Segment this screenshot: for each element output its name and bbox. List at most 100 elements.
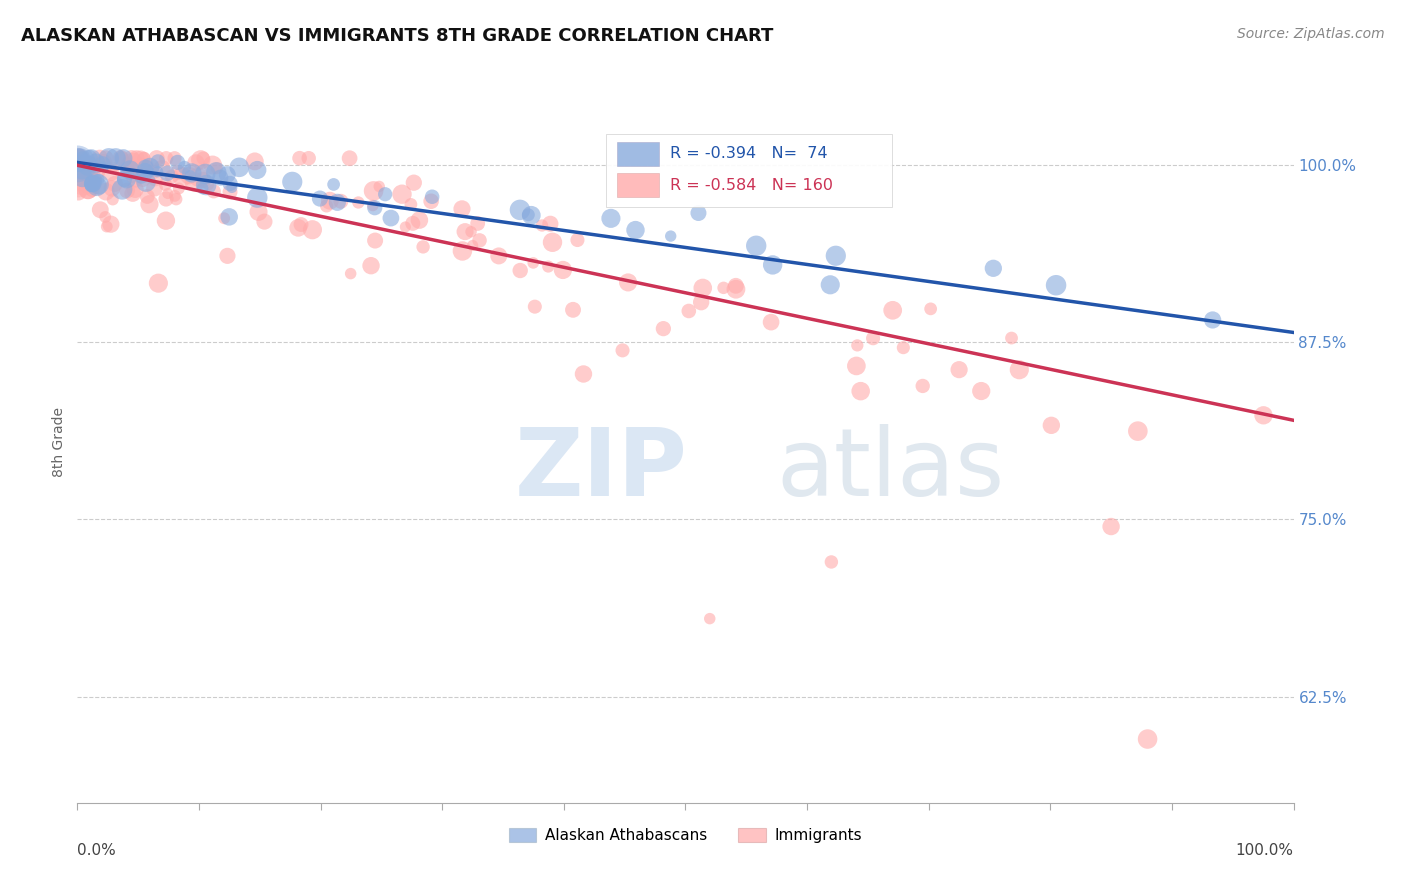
Point [156,186,179,201]
Point [209,170,232,185]
Point [125,151,148,165]
Point [228,161,250,175]
Point [89,151,111,165]
Point [891,341,914,355]
Point [191,181,214,195]
Point [183,175,205,189]
Point [163,151,186,165]
Point [253,214,276,228]
Point [824,249,846,263]
Point [688,206,710,220]
Point [1008,363,1031,377]
Point [399,197,422,211]
Point [520,208,543,222]
Point [97,151,120,165]
Point [160,169,183,184]
Point [319,194,342,208]
Point [221,180,243,194]
Point [1253,409,1275,423]
Point [652,321,675,335]
Point [132,172,155,186]
Point [412,240,434,254]
Point [745,239,768,253]
Point [948,362,970,376]
Point [84,156,107,170]
Point [617,276,640,290]
Point [846,338,869,352]
Point [920,301,942,316]
Point [136,189,159,203]
Legend: Alaskan Athabascans, Immigrants: Alaskan Athabascans, Immigrants [502,822,869,849]
Text: Source: ZipAtlas.com: Source: ZipAtlas.com [1237,27,1385,41]
Point [82,177,104,191]
Point [118,163,141,178]
Point [134,160,156,174]
Point [193,173,215,187]
Point [326,195,349,210]
Point [1000,331,1022,345]
Point [562,302,585,317]
Point [111,151,134,165]
Point [69,156,91,170]
Point [143,172,166,186]
Point [66,151,89,165]
Point [135,161,157,175]
Point [165,192,187,206]
Point [517,208,540,222]
Point [420,190,443,204]
Point [67,160,90,174]
Point [205,165,228,179]
Point [124,174,146,188]
Point [117,162,139,177]
Point [699,612,721,626]
Point [380,211,402,225]
Point [538,217,561,231]
Point [127,167,149,181]
Point [66,158,89,172]
Point [177,169,200,183]
Point [76,159,98,173]
Point [329,194,352,209]
Point [451,244,474,258]
Point [155,192,177,206]
Point [288,151,311,165]
Text: ZIP: ZIP [515,425,688,516]
Point [155,151,177,165]
Point [115,184,138,198]
Point [454,225,477,239]
Point [93,160,115,174]
Point [243,154,266,169]
Point [217,168,239,182]
Point [339,267,361,281]
Point [402,216,425,230]
Point [600,211,623,226]
Point [193,151,215,165]
Text: R = -0.584   N= 160: R = -0.584 N= 160 [669,178,832,193]
Point [110,151,132,165]
Point [488,249,510,263]
Point [911,379,934,393]
Text: atlas: atlas [776,425,1005,516]
Point [67,151,90,165]
Text: 0.0%: 0.0% [77,843,117,857]
Point [862,331,884,345]
Point [572,367,595,381]
Point [146,165,169,179]
Point [115,172,138,186]
Point [394,219,416,234]
Point [190,153,212,167]
Point [724,278,747,293]
Point [136,161,159,175]
Point [287,220,309,235]
Point [184,156,207,170]
Point [290,218,312,232]
Point [114,172,136,186]
Point [713,281,735,295]
FancyBboxPatch shape [617,173,658,196]
Point [131,169,153,184]
Point [363,184,385,198]
Point [86,163,108,178]
Point [77,151,100,165]
Point [347,195,370,210]
Point [820,555,842,569]
